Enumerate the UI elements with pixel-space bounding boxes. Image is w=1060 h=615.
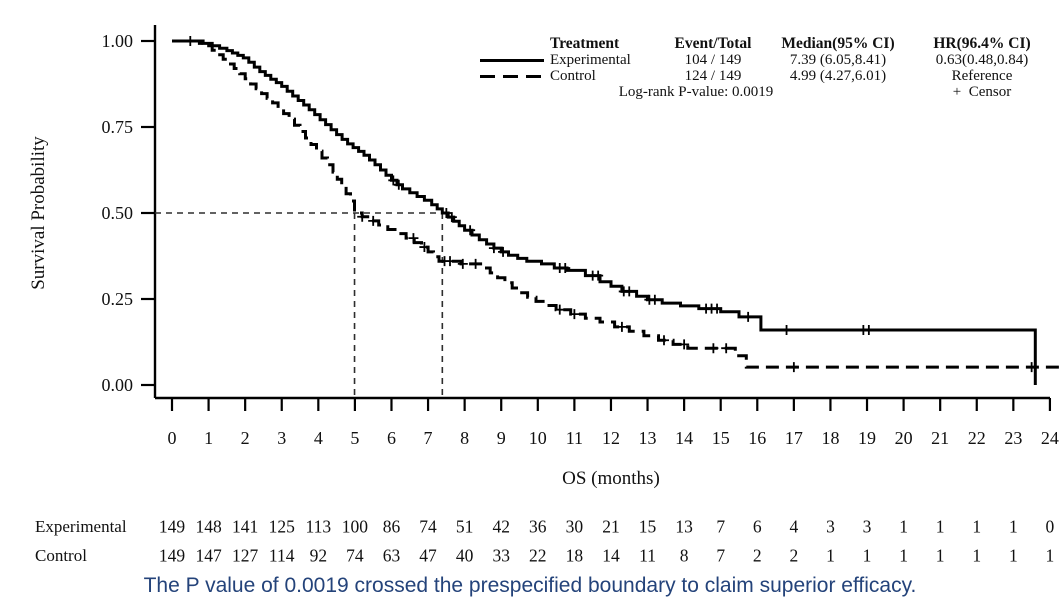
censor-mark-control bbox=[419, 242, 430, 253]
x-tick-label: 5 bbox=[350, 428, 359, 448]
y-tick-label: 0.50 bbox=[102, 203, 134, 223]
control-dashed-line-sample bbox=[480, 74, 544, 78]
censor-mark-experimental bbox=[498, 246, 509, 257]
censor-mark-experimental bbox=[465, 225, 476, 236]
x-tick-label: 14 bbox=[675, 428, 693, 448]
x-tick-label: 1 bbox=[204, 428, 213, 448]
censor-mark-experimental bbox=[781, 324, 792, 335]
legend-header-hr: HR(96.4% CI) bbox=[933, 35, 1031, 52]
censor-mark-experimental bbox=[488, 243, 499, 254]
legend-row-experimental: Experimental 104 / 149 7.39 (6.05,8.41) … bbox=[480, 52, 1052, 68]
censor-mark-control bbox=[357, 211, 368, 222]
legend-sample-cell bbox=[480, 58, 550, 62]
legend-sample-cell bbox=[480, 74, 550, 78]
legend-header-treatment: Treatment bbox=[550, 35, 620, 52]
x-tick-label: 19 bbox=[858, 428, 876, 448]
censor-mark-control bbox=[659, 335, 670, 346]
x-tick-label: 3 bbox=[277, 428, 286, 448]
x-tick-label: 15 bbox=[712, 428, 730, 448]
censor-legend-note: + Censor bbox=[952, 84, 1012, 100]
experimental-solid-line-sample bbox=[480, 58, 544, 62]
x-tick-label: 24 bbox=[1041, 428, 1059, 448]
censor-mark-experimental bbox=[388, 175, 399, 186]
legend-control-hr: Reference bbox=[951, 68, 1013, 84]
legend-row-control: Control 124 / 149 4.99 (4.27,6.01) Refer… bbox=[480, 68, 1052, 84]
y-tick-label: 1.00 bbox=[102, 31, 134, 51]
censor-mark-control bbox=[788, 362, 799, 373]
x-tick-label: 13 bbox=[639, 428, 657, 448]
x-axis-title: OS (months) bbox=[562, 468, 660, 489]
figure-caption: The P value of 0.0019 crossed the prespe… bbox=[143, 574, 917, 597]
censor-mark-control bbox=[470, 258, 481, 269]
x-tick-label: 4 bbox=[314, 428, 323, 448]
censor-mark-experimental bbox=[446, 212, 457, 223]
x-tick-label: 18 bbox=[821, 428, 839, 448]
x-tick-label: 12 bbox=[602, 428, 620, 448]
censor-mark-control bbox=[679, 339, 690, 350]
y-tick-label: 0.75 bbox=[102, 117, 134, 137]
x-tick-label: 11 bbox=[566, 428, 583, 448]
legend-header-row: Treatment Event/Total Median(95% CI) HR(… bbox=[480, 36, 1052, 52]
censor-mark-control bbox=[554, 304, 565, 315]
legend-header-event-total: Event/Total bbox=[674, 35, 752, 52]
legend-header-median: Median(95% CI) bbox=[781, 35, 895, 52]
x-tick-label: 10 bbox=[529, 428, 547, 448]
censor-mark-experimental bbox=[712, 303, 723, 314]
x-tick-label: 6 bbox=[387, 428, 396, 448]
legend-footer-row: Log-rank P-value: 0.0019 + Censor bbox=[480, 84, 1052, 100]
x-tick-label: 20 bbox=[895, 428, 913, 448]
censor-mark-experimental bbox=[649, 294, 660, 305]
censor-mark-experimental bbox=[560, 263, 571, 274]
censor-mark-control bbox=[368, 215, 379, 226]
x-tick-label: 21 bbox=[931, 428, 949, 448]
censor-mark-control bbox=[408, 233, 419, 244]
censor-mark-experimental bbox=[743, 311, 754, 322]
censor-mark-experimental bbox=[393, 179, 404, 190]
y-tick-label: 0.25 bbox=[102, 289, 134, 309]
censor-mark-control bbox=[616, 321, 627, 332]
x-tick-label: 23 bbox=[1004, 428, 1022, 448]
censor-mark-control bbox=[569, 309, 580, 320]
x-tick-label: 2 bbox=[241, 428, 250, 448]
x-tick-label: 0 bbox=[168, 428, 177, 448]
legend-control-events: 124 / 149 bbox=[684, 68, 742, 84]
legend-experimental-events: 104 / 149 bbox=[684, 52, 742, 68]
y-tick-label: 0.00 bbox=[102, 375, 134, 395]
censor-mark-experimental bbox=[441, 208, 452, 218]
legend-control-median: 4.99 (4.27,6.01) bbox=[789, 68, 887, 84]
x-tick-label: 8 bbox=[460, 428, 469, 448]
legend: Treatment Event/Total Median(95% CI) HR(… bbox=[480, 36, 1052, 100]
censor-mark-control bbox=[445, 256, 456, 267]
x-tick-label: 17 bbox=[785, 428, 803, 448]
censor-mark-control bbox=[708, 343, 719, 354]
censor-mark-control bbox=[1026, 362, 1037, 373]
censor-mark-experimental bbox=[863, 324, 874, 335]
censor-mark-control bbox=[721, 343, 732, 354]
legend-experimental-median: 7.39 (6.05,8.41) bbox=[789, 52, 887, 68]
censor-mark-experimental bbox=[593, 270, 604, 281]
logrank-pvalue-text: Log-rank P-value: 0.0019 bbox=[618, 84, 774, 100]
legend-control-name: Control bbox=[550, 68, 596, 84]
x-tick-label: 7 bbox=[424, 428, 433, 448]
legend-experimental-hr: 0.63(0.48,0.84) bbox=[935, 52, 1029, 68]
x-tick-label: 16 bbox=[748, 428, 766, 448]
censor-mark-control bbox=[457, 258, 468, 269]
legend-experimental-name: Experimental bbox=[550, 52, 631, 68]
censor-mark-experimental bbox=[624, 286, 635, 297]
x-tick-label: 9 bbox=[497, 428, 506, 448]
y-axis-title: Survival Probability bbox=[28, 136, 49, 290]
x-tick-label: 22 bbox=[968, 428, 986, 448]
